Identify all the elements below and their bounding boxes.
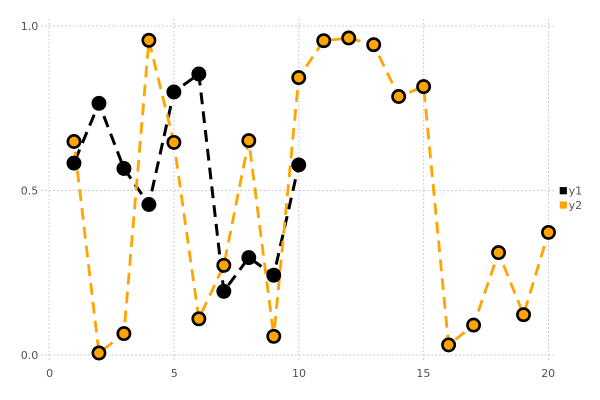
svg-text:0: 0: [46, 367, 53, 380]
svg-text:y1: y1: [569, 185, 583, 198]
svg-text:5: 5: [171, 367, 178, 380]
svg-text:15: 15: [416, 367, 430, 380]
svg-text:0.0: 0.0: [21, 349, 39, 362]
svg-text:1.0: 1.0: [21, 20, 39, 33]
svg-text:10: 10: [292, 367, 306, 380]
svg-text:0.5: 0.5: [21, 185, 39, 198]
svg-text:20: 20: [541, 367, 555, 380]
svg-text:y2: y2: [569, 199, 583, 212]
